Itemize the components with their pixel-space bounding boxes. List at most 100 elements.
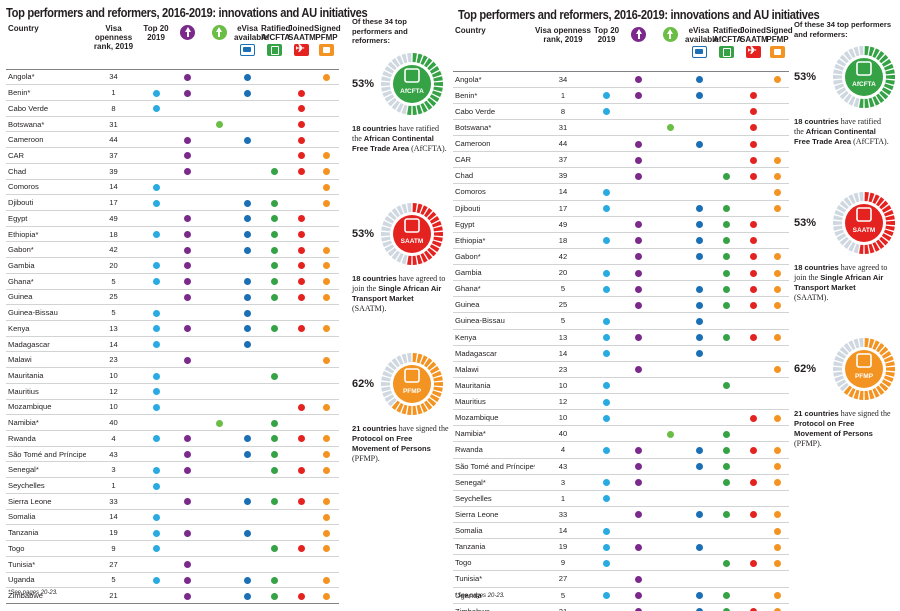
purple-dot [635,592,642,600]
visa-rank: 5 [535,312,591,330]
cell-evisa [685,490,713,507]
cell-pfmp [766,409,789,427]
ring-segment [391,250,400,260]
country-name: Comoros [6,179,86,196]
visa-rank: 14 [535,345,591,362]
ring-segment [382,220,393,227]
cell-green [204,210,234,227]
country-name: Benin* [453,87,535,104]
cell-evisa [234,226,261,243]
cell-evisa [685,474,713,491]
header-pfmp-label: Signed PFMP [766,26,793,44]
ring-segment [834,229,845,237]
afcfta-dot [723,301,730,309]
cell-evisa [685,103,713,120]
cell-green [655,361,685,378]
table-row: Cameroon 44 [6,131,339,149]
stat-text-c: (PFMP). [794,439,822,448]
cell-pfmp [766,458,789,475]
ring-segment [381,236,391,242]
purple-dot [635,140,642,148]
cell-purple [171,351,204,369]
table-row: Mauritius 12 [453,393,789,411]
cell-purple [622,183,655,201]
cell-afcfta [261,304,288,321]
afcfta-dot [723,559,730,567]
purple-dot [184,592,191,600]
summary-sidebar: Of these 34 top performers and reformers… [352,17,449,502]
cell-pfmp [766,151,789,169]
cell-saatm [288,524,314,542]
cell-evisa [685,538,713,556]
cell-afcfta [713,538,740,556]
ring-segment [834,63,845,71]
cell-pfmp [314,383,339,400]
ring-segment [401,404,408,414]
ring-segment [381,231,391,236]
ring-segment [872,241,880,252]
saatm-dot [297,89,305,97]
country-name: Guinea-Bissau [453,312,535,330]
pfmp-dot [774,366,781,374]
country-name: Mozambique [453,409,535,427]
cell-purple [171,116,204,133]
cell-green [204,399,234,416]
cell-green [655,103,685,120]
cell-saatm [288,383,314,400]
pfmp-dot [323,513,330,521]
top20-dot [603,188,610,196]
cell-evisa [234,210,261,227]
cell-green [204,351,234,369]
country-name: Zimbabwe [453,603,535,611]
top20-dot [152,341,160,349]
afcfta-dot [723,334,730,342]
visa-rank: 34 [535,71,591,88]
ring-segment [885,69,895,75]
table-row: Ethiopia* 18 [453,232,789,249]
ring-segment [836,379,847,388]
cell-purple [622,296,655,314]
table-row: Chad 39 [6,163,339,180]
header-purple [622,24,655,72]
country-name: Uganda [453,587,535,604]
cell-evisa [685,135,713,153]
top20-dot [152,372,160,380]
cell-evisa [234,383,261,400]
pfmp-suitcase-icon [770,46,785,58]
cell-purple [622,345,655,362]
cell-afcfta [261,194,288,211]
top20-dot [603,108,610,116]
stat-text-a: have agreed to join the [794,263,888,282]
stat-block-pfmp: PFMP 62% 21 countries have signed the Prot… [352,352,449,502]
cell-saatm [740,264,766,282]
countries-table: Country Visa openness rank, 2019 Top 20 20… [6,22,341,604]
cell-saatm [740,296,766,314]
ring-segment [391,357,400,367]
country-name: Guinea [453,296,535,314]
stat-text-c: (AfCFTA). [409,143,447,153]
ring-segment [420,102,428,113]
ring-segment [420,402,428,413]
country-name: Benin* [6,84,86,101]
ring-segment [834,83,845,91]
ring-label: SAATM [853,227,876,234]
ring-segment [879,90,889,100]
country-name: Mozambique [6,399,86,416]
cell-afcfta [261,69,288,86]
table-row: Namibia* 40 [453,425,789,443]
cell-pfmp [766,296,789,314]
header-saatm: Joined SAATM [740,24,768,72]
cell-evisa [685,200,713,217]
evisa-dot [244,435,251,443]
ring-segment [384,243,395,252]
cell-evisa [234,556,261,573]
ring-segment [859,390,864,400]
ring-segment [833,69,843,75]
ring-segment [868,338,875,349]
cell-afcfta [713,200,740,217]
ring-segment [853,243,860,254]
cell-purple [622,329,655,346]
ring-segment [859,244,864,254]
cell-afcfta [261,100,288,117]
evisa-dot [695,76,703,84]
